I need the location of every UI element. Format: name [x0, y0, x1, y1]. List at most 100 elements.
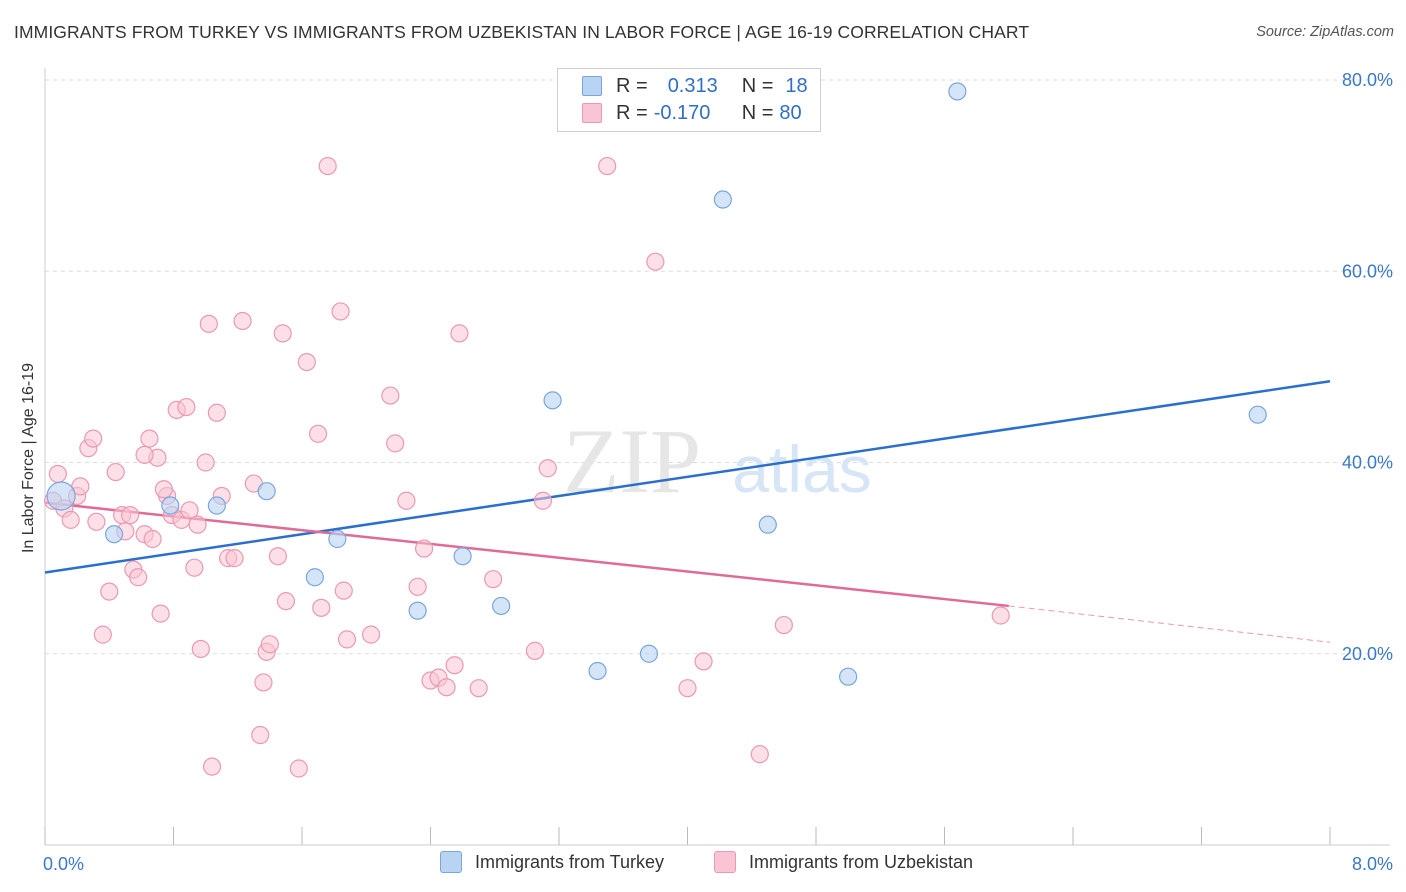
turkey-swatch — [582, 76, 602, 96]
uzbekistan-point — [61, 510, 80, 529]
uzbekistan-point — [154, 480, 173, 499]
uzbekistan-point — [185, 558, 204, 577]
watermark-zip: ZIP — [563, 410, 701, 512]
legend-item-turkey: Immigrants from Turkey — [440, 851, 664, 873]
uzbekistan-point — [180, 501, 199, 520]
turkey-point — [1248, 405, 1267, 424]
turkey-point — [104, 525, 124, 544]
uzbekistan-point — [289, 759, 308, 778]
uzbekistan-point — [233, 311, 252, 331]
watermark: ZIP atlas — [563, 410, 872, 512]
uzbekistan-point — [276, 592, 296, 611]
uzbekistan-point — [202, 757, 222, 776]
uzbekistan-point — [100, 582, 119, 601]
n-value: 80 — [779, 101, 802, 124]
uzbekistan-point — [334, 581, 353, 600]
uzbekistan-point — [774, 615, 793, 635]
uzbekistan-point — [177, 397, 196, 417]
uzbekistan-point — [598, 156, 617, 176]
turkey-point — [713, 190, 732, 209]
uzbekistan-point — [414, 539, 434, 558]
correlation-legend: R = 0.313 N = 18 R = -0.170 N = 80 — [557, 68, 821, 132]
uzbekistan-swatch — [714, 851, 736, 873]
uzbekistan-point — [991, 606, 1010, 625]
uzbekistan-point — [331, 302, 350, 321]
turkey-point — [948, 82, 967, 101]
uzbekistan-point — [143, 529, 162, 549]
uzbekistan-point — [750, 745, 769, 764]
uzbekistan-point — [225, 549, 244, 568]
uzbekistan-point — [48, 464, 67, 484]
uzbekistan-point — [84, 429, 103, 448]
uzbekistan-point — [308, 424, 328, 443]
turkey-point — [543, 391, 562, 410]
watermark-atlas: atlas — [732, 432, 871, 506]
uzbekistan-point — [445, 656, 464, 675]
turkey-point — [758, 515, 777, 534]
uzbekistan-point — [87, 512, 106, 531]
uzbekistan-point — [93, 625, 112, 644]
turkey-swatch — [440, 851, 462, 873]
x-tick-label: 0.0% — [43, 854, 84, 874]
legend-row-turkey: R = 0.313 N = 18 — [582, 74, 808, 98]
r-label: R = — [616, 74, 648, 97]
x-tick-label: 8.0% — [1352, 854, 1393, 874]
turkey-points — [46, 82, 1267, 686]
uzbekistan-point — [207, 403, 226, 422]
uzbekistan-point — [251, 725, 270, 745]
turkey-point — [46, 481, 76, 511]
turkey-point — [639, 644, 659, 663]
turkey-trend-line — [44, 379, 1331, 574]
uzbekistan-point — [196, 453, 215, 472]
chart-title: IMMIGRANTS FROM TURKEY VS IMMIGRANTS FRO… — [14, 22, 1030, 42]
turkey-point — [839, 667, 858, 686]
y-tick-label: 80.0% — [1342, 70, 1393, 90]
uzbekistan-point — [538, 459, 557, 478]
r-value: -0.170 — [653, 101, 711, 124]
y-tick-label: 60.0% — [1342, 261, 1393, 281]
uzbekistan-trend-extension — [1008, 605, 1331, 643]
legend-label-uzbekistan: Immigrants from Uzbekistan — [749, 851, 974, 872]
legend-label-turkey: Immigrants from Turkey — [475, 851, 665, 872]
uzbekistan-point — [191, 639, 210, 659]
turkey-point — [588, 661, 607, 681]
turkey-point — [207, 496, 226, 515]
uzbekistan-point — [397, 491, 416, 510]
uzbekistan-point — [199, 314, 218, 333]
uzbekistan-point — [260, 635, 279, 654]
uzbekistan-point — [106, 462, 125, 482]
uzbekistan-point — [361, 625, 381, 644]
uzbekistan-points — [43, 156, 1010, 778]
uzbekistan-point — [297, 352, 316, 372]
uzbekistan-point — [135, 445, 154, 464]
uzbekistan-point — [469, 679, 488, 698]
uzbekistan-point — [140, 429, 159, 448]
uzbekistan-point — [533, 491, 553, 510]
uzbekistan-point — [268, 547, 288, 566]
y-axis-label: In Labor Force | Age 16-19 — [20, 362, 37, 554]
turkey-point — [257, 482, 276, 501]
uzbekistan-point — [151, 604, 170, 623]
r-label: R = — [616, 101, 648, 124]
grid — [45, 79, 1390, 655]
uzbekistan-point — [337, 630, 357, 649]
legend-row-uzbekistan: R = -0.170 N = 80 — [582, 101, 802, 125]
trend-lines — [44, 379, 1331, 643]
uzbekistan-point — [450, 324, 469, 343]
uzbekistan-point — [121, 505, 140, 525]
uzbekistan-point — [318, 156, 337, 176]
uzbekistan-point — [694, 652, 713, 671]
uzbekistan-point — [188, 515, 207, 534]
uzbekistan-point — [484, 570, 503, 589]
uzbekistan-point — [273, 324, 292, 343]
legend-item-uzbekistan: Immigrants from Uzbekistan — [714, 851, 973, 873]
uzbekistan-point — [437, 678, 456, 697]
turkey-point — [328, 529, 347, 549]
uzbekistan-point — [408, 577, 427, 596]
r-value: 0.313 — [667, 74, 718, 97]
uzbekistan-point — [678, 679, 697, 698]
turkey-point — [453, 547, 472, 566]
n-label: N = — [741, 74, 774, 97]
uzbekistan-point — [386, 434, 405, 453]
